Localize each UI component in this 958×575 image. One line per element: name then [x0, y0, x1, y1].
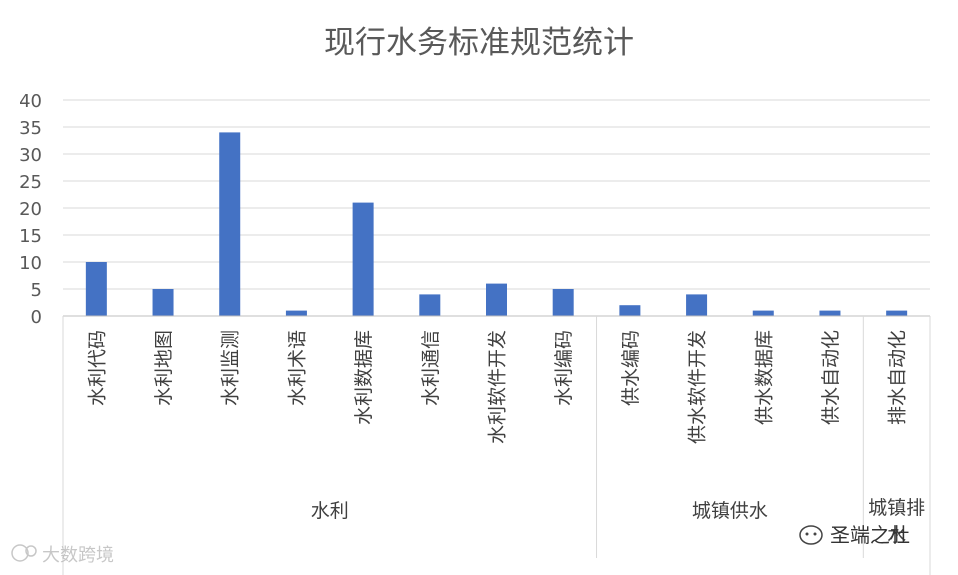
bar	[619, 305, 641, 316]
bar	[686, 294, 708, 316]
y-tick-label: 30	[19, 145, 42, 166]
category-label: 供水编码	[620, 330, 642, 406]
x-axis	[62, 315, 931, 575]
category-label: 水利软件开发	[487, 330, 509, 444]
chart-title: 现行水务标准规范统计	[324, 25, 634, 61]
watermark-right: 圣端之杜	[799, 523, 910, 547]
bar	[285, 310, 307, 316]
category-label: 排水自动化	[887, 330, 909, 425]
y-tick-label: 20	[19, 199, 42, 220]
y-tick-label: 5	[31, 280, 42, 301]
category-label: 水利代码	[86, 330, 108, 406]
category-label: 供水数据库	[753, 330, 775, 425]
y-tick-label: 40	[19, 91, 42, 112]
bar	[352, 202, 374, 316]
bar	[419, 294, 441, 316]
category-label: 水利术语	[286, 330, 308, 406]
y-axis: 0 5 10 15 20 25 30 35 40	[19, 91, 42, 328]
group-labels: 水利 城镇供水 城镇排水	[311, 497, 925, 546]
bar	[152, 289, 174, 316]
watermark-left: 大数跨境	[11, 544, 114, 566]
group-label-line: 水	[887, 524, 906, 546]
category-label: 供水软件开发	[687, 330, 709, 444]
category-label: 水利编码	[553, 330, 575, 406]
category-label: 水利地图	[153, 330, 175, 406]
y-tick-label: 10	[19, 253, 42, 274]
y-tick-label: 35	[19, 118, 42, 139]
y-tick-label: 15	[19, 226, 42, 247]
y-tick-label: 25	[19, 172, 42, 193]
bar	[552, 289, 574, 316]
group-label: 城镇供水	[692, 500, 768, 522]
bar	[85, 262, 107, 316]
group-label: 城镇排水	[868, 497, 925, 546]
category-label: 水利监测	[220, 330, 242, 406]
gridlines	[63, 99, 930, 290]
bar	[219, 132, 241, 316]
bar	[752, 310, 774, 316]
category-label: 水利数据库	[353, 330, 375, 425]
category-label: 供水自动化	[820, 330, 842, 425]
bars	[85, 132, 908, 316]
watermark-left-text: 大数跨境	[42, 545, 114, 566]
category-label: 水利通信	[420, 330, 442, 406]
bar	[886, 310, 908, 316]
group-label-line: 城镇排	[868, 497, 925, 519]
y-tick-label: 0	[31, 307, 42, 328]
bar	[486, 283, 507, 316]
watermark-right-text: 圣端之杜	[830, 523, 910, 547]
group-label: 水利	[311, 500, 349, 522]
category-labels: 水利代码 水利地图 水利监测 水利术语 水利数据库 水利通信 水利软件开发 水利编码 供水编码 供…	[86, 330, 908, 444]
bar	[819, 310, 841, 316]
